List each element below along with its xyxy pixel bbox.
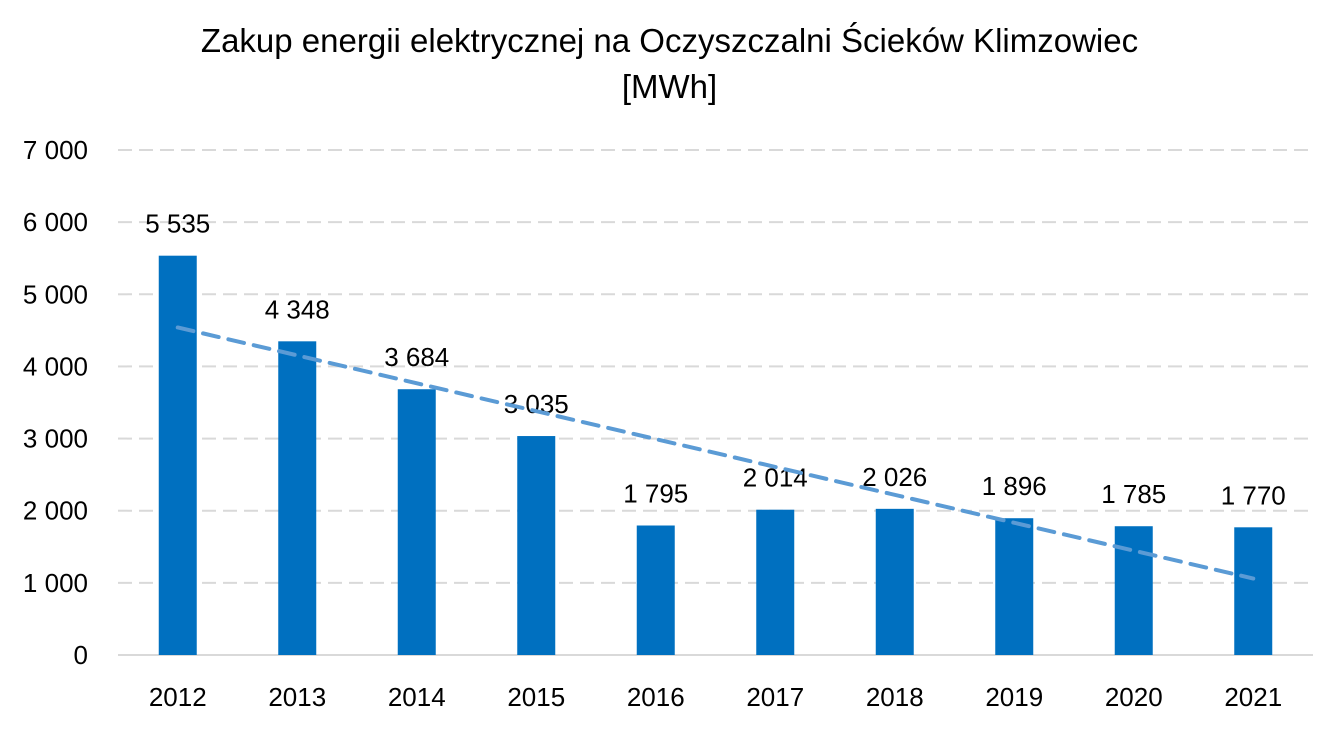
x-tick-label: 2017 [746, 682, 804, 712]
bar [636, 525, 675, 655]
y-tick-label: 4 000 [23, 351, 88, 381]
y-tick-label: 5 000 [23, 279, 88, 309]
x-tick-label: 2021 [1224, 682, 1282, 712]
bar [397, 389, 436, 655]
data-label: 2 026 [862, 462, 927, 492]
bar [756, 509, 795, 655]
y-tick-label: 1 000 [23, 568, 88, 598]
data-label: 1 785 [1101, 479, 1166, 509]
y-tick-label: 2 000 [23, 496, 88, 526]
data-label: 4 348 [265, 294, 330, 324]
x-tick-label: 2015 [507, 682, 565, 712]
bar [1234, 527, 1273, 655]
bar [158, 255, 197, 656]
y-tick-label: 7 000 [23, 135, 88, 165]
bar [278, 341, 317, 655]
x-tick-label: 2020 [1105, 682, 1163, 712]
x-tick-label: 2013 [268, 682, 326, 712]
y-tick-label: 0 [74, 640, 88, 670]
trendline [175, 325, 1256, 581]
chart-title-line2: [MWh] [621, 68, 718, 105]
x-tick-label: 2014 [388, 682, 446, 712]
x-tick-label: 2016 [627, 682, 685, 712]
data-label: 1 896 [982, 471, 1047, 501]
x-tick-label: 2018 [866, 682, 924, 712]
y-tick-label: 6 000 [23, 207, 88, 237]
x-tick-label: 2019 [985, 682, 1043, 712]
bar [517, 436, 556, 655]
data-label: 1 770 [1221, 480, 1286, 510]
data-label: 3 684 [384, 342, 449, 372]
y-tick-label: 3 000 [23, 424, 88, 454]
chart-title-line1: Zakup energii elektrycznej na Oczyszczal… [200, 22, 1139, 59]
x-tick-label: 2012 [149, 682, 207, 712]
bar [875, 508, 914, 655]
data-label: 1 795 [623, 479, 688, 509]
chart-title: Zakup energii elektrycznej na Oczyszczal… [0, 18, 1339, 110]
bar [995, 518, 1034, 655]
data-label: 5 535 [145, 209, 210, 239]
